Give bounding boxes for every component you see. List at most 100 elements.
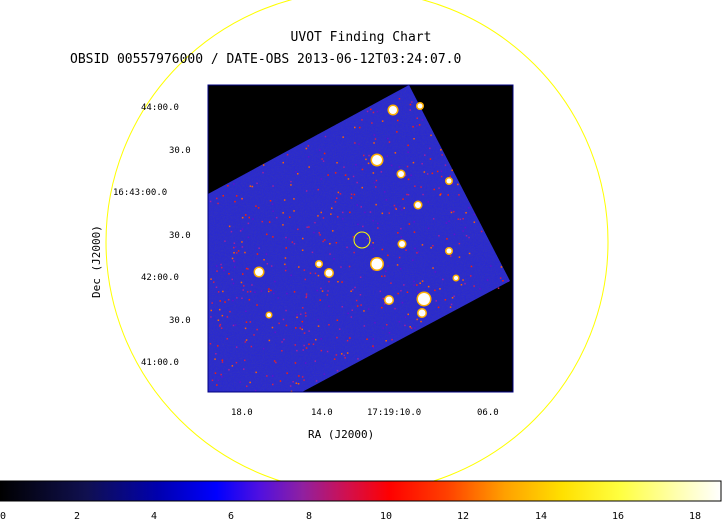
noise-speckle: [328, 280, 330, 283]
noise-speckle: [265, 253, 268, 255]
noise-speckle: [216, 384, 218, 386]
noise-speckle: [499, 277, 502, 279]
noise-speckle: [335, 354, 338, 356]
noise-speckle: [303, 379, 305, 381]
noise-speckle: [320, 211, 322, 214]
noise-speckle: [317, 325, 320, 327]
noise-speckle: [268, 339, 271, 342]
noise-speckle: [220, 327, 223, 329]
noise-speckle: [275, 216, 278, 219]
noise-speckle: [288, 238, 290, 240]
noise-speckle: [221, 314, 224, 317]
noise-speckle: [398, 166, 401, 168]
noise-speckle: [406, 165, 409, 168]
noise-speckle: [302, 349, 304, 351]
noise-speckle: [394, 207, 397, 210]
noise-speckle: [311, 251, 314, 254]
noise-speckle: [439, 194, 441, 196]
noise-speckle: [372, 111, 375, 114]
noise-speckle: [317, 188, 319, 191]
noise-speckle: [268, 221, 271, 223]
noise-speckle: [321, 158, 323, 160]
noise-speckles: [209, 98, 509, 392]
noise-speckle: [305, 296, 307, 299]
noise-speckle: [373, 182, 376, 184]
noise-speckle: [258, 247, 260, 249]
noise-speckle: [228, 225, 231, 228]
noise-speckle: [304, 362, 307, 364]
noise-speckle: [224, 240, 226, 242]
noise-speckle: [301, 249, 304, 251]
noise-speckle: [353, 251, 355, 254]
noise-speckle: [233, 242, 236, 244]
noise-speckle: [308, 330, 310, 332]
noise-speckle: [427, 227, 430, 230]
noise-speckle: [318, 232, 320, 234]
noise-speckle: [299, 327, 301, 329]
noise-speckle: [357, 223, 359, 226]
noise-speckle: [222, 290, 224, 293]
noise-speckle: [247, 222, 250, 225]
noise-speckle: [424, 154, 426, 156]
noise-speckle: [363, 154, 365, 157]
noise-speckle: [400, 227, 402, 230]
noise-speckle: [272, 185, 274, 187]
noise-speckle: [336, 369, 339, 372]
noise-speckle: [256, 182, 258, 185]
noise-speckle: [479, 288, 481, 290]
noise-speckle: [381, 248, 384, 251]
noise-speckle: [406, 193, 408, 196]
noise-speckle: [330, 213, 332, 215]
noise-speckle: [438, 187, 440, 189]
noise-speckle: [282, 224, 284, 226]
noise-speckle: [305, 295, 308, 297]
noise-speckle: [241, 246, 244, 248]
noise-speckle: [242, 273, 244, 275]
noise-speckle: [277, 297, 279, 299]
star: [325, 269, 333, 277]
noise-speckle: [320, 338, 322, 340]
noise-speckle: [333, 258, 335, 260]
star: [399, 241, 405, 247]
noise-speckle: [422, 193, 424, 196]
noise-speckle: [448, 220, 450, 222]
noise-speckle: [417, 291, 419, 293]
noise-speckle: [290, 390, 293, 392]
noise-speckle: [233, 183, 235, 185]
noise-speckle: [254, 291, 256, 293]
noise-speckle: [421, 119, 424, 121]
noise-speckle: [434, 271, 437, 273]
noise-speckle: [233, 252, 235, 254]
noise-speckle: [285, 236, 287, 239]
noise-speckle: [413, 231, 416, 233]
noise-speckle: [278, 322, 280, 325]
noise-speckle: [357, 358, 359, 360]
noise-speckle: [294, 362, 297, 364]
noise-speckle: [329, 253, 331, 255]
star: [446, 178, 452, 184]
noise-speckle: [347, 312, 349, 315]
noise-speckle: [440, 149, 442, 151]
noise-speckle: [407, 313, 409, 316]
noise-speckle: [458, 256, 461, 258]
noise-speckle: [320, 349, 323, 352]
noise-speckle: [411, 101, 413, 103]
noise-speckle: [275, 361, 277, 364]
noise-speckle: [371, 122, 373, 124]
noise-speckle: [385, 270, 387, 272]
noise-speckle: [351, 309, 353, 311]
noise-speckle: [427, 201, 429, 203]
noise-speckle: [337, 216, 339, 218]
noise-speckle: [328, 324, 330, 326]
noise-speckle: [322, 240, 324, 243]
noise-speckle: [303, 269, 306, 271]
noise-speckle: [405, 249, 407, 251]
noise-speckle: [372, 345, 374, 347]
noise-speckle: [388, 332, 391, 334]
noise-speckle: [284, 269, 287, 272]
noise-speckle: [241, 228, 244, 230]
noise-speckle: [361, 168, 364, 171]
noise-speckle: [382, 327, 384, 329]
noise-speckle: [350, 246, 353, 249]
star: [415, 202, 421, 208]
